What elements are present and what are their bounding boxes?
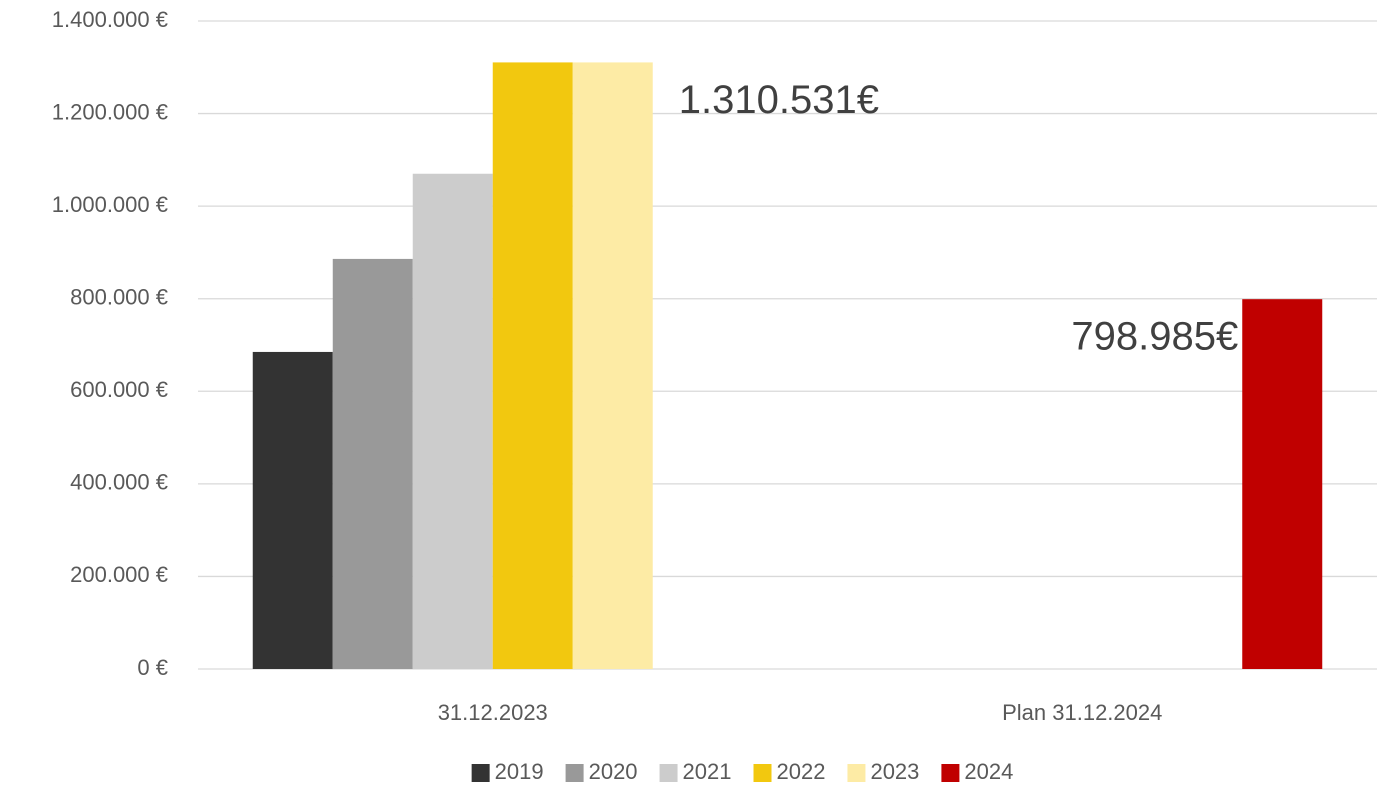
value-label: 1.310.531€ [679,78,879,122]
legend-swatch [753,764,772,782]
legend-label: 2019 [495,759,544,784]
y-tick-label: 1.200.000 € [52,99,168,124]
legend-label: 2020 [589,759,638,784]
legend-label: 2023 [870,759,919,784]
value-label: 798.985€ [1071,315,1238,359]
bar [492,62,573,669]
legend-swatch [565,764,584,782]
y-tick-label: 1.000.000 € [52,192,168,217]
legend-label: 2021 [683,759,732,784]
x-tick-label: 31.12.2023 [438,700,548,725]
legend-label: 2024 [964,759,1013,784]
legend-swatch [471,764,490,782]
x-tick-label: Plan 31.12.2024 [1002,700,1162,725]
legend-label: 2022 [777,759,826,784]
y-tick-label: 800.000 € [70,285,168,310]
legend-swatch [659,764,678,782]
y-tick-label: 200.000 € [70,562,168,587]
bar [1242,299,1323,669]
legend: 2019 2020 2021 2022 2023 2024 [471,759,1013,784]
legend-swatch [847,764,866,782]
bar [572,62,653,669]
y-tick-label: 600.000 € [70,377,168,402]
bar [412,173,493,669]
legend-swatch [941,764,960,782]
y-tick-label: 1.400.000 € [52,7,168,32]
bar [332,258,413,669]
y-tick-label: 400.000 € [70,470,168,495]
y-tick-label: 0 € [137,655,168,680]
bar [252,351,333,669]
